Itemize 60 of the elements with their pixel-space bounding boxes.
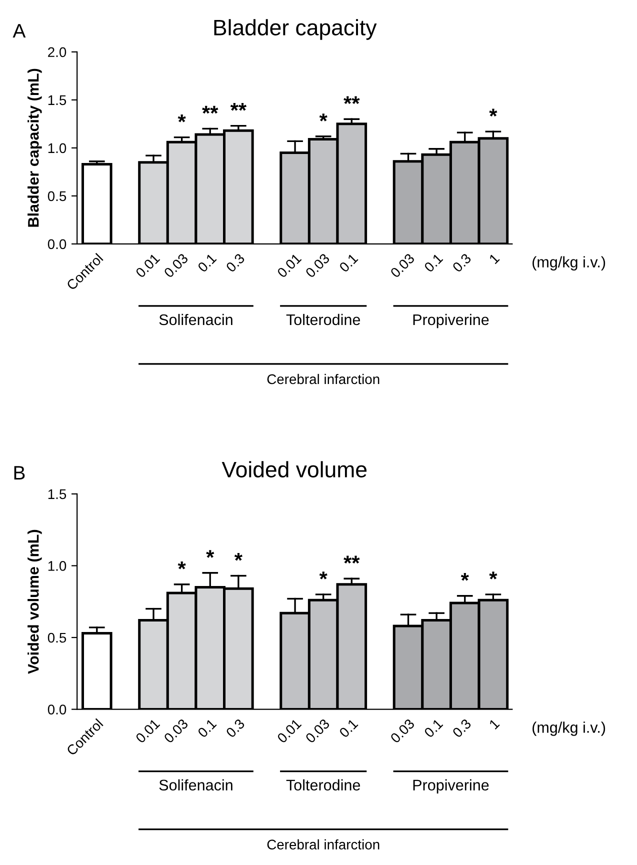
x-tick-label: 0.01	[276, 718, 302, 744]
data-label: *	[319, 572, 328, 580]
y-tick-label: 0.0	[48, 239, 66, 250]
y-tick-label: 2.0	[48, 47, 66, 58]
x-tick-label: 0.3	[452, 718, 472, 738]
text: Tolterodine	[286, 779, 360, 791]
y-tick-label: 1.0	[48, 561, 66, 571]
y-axis-title: Bladder capacity (mL)	[28, 68, 42, 227]
chart-title: Voided volume	[222, 461, 367, 478]
x-tick-label: 0.03	[390, 252, 416, 278]
data-label: *	[489, 572, 498, 580]
text: Cerebral infarction	[267, 839, 380, 850]
x-tick-label: 0.1	[338, 253, 358, 273]
data-label: *	[319, 114, 328, 122]
text: Propiverine	[413, 779, 489, 794]
text: Tolterodine	[286, 314, 360, 326]
x-tick-label: 0.1	[338, 718, 358, 738]
text: Cerebral infarction	[267, 374, 380, 384]
y-tick-label: 0.5	[48, 191, 66, 202]
text: Solifenacin	[159, 779, 232, 791]
x-tick-label: 0.03	[304, 252, 330, 278]
y-tick-label: 0.5	[48, 632, 66, 643]
text: (mg/kg i.v.)	[532, 256, 606, 270]
x-tick-label: 0.03	[163, 718, 189, 744]
x-tick-label: 0.1	[197, 253, 217, 273]
x-tick-label: 0.03	[163, 252, 189, 278]
x-tick-label: 0.03	[390, 718, 416, 744]
x-tick-label: 0.03	[304, 718, 330, 744]
text: (mg/kg i.v.)	[532, 722, 606, 736]
data-label: **	[344, 556, 360, 564]
x-tick-label: 0.3	[452, 252, 472, 273]
text: A	[12, 24, 26, 38]
y-tick-label: 1.5	[48, 489, 66, 500]
data-label: *	[460, 573, 469, 581]
x-tick-label: 0.01	[135, 718, 160, 744]
chart-title: Bladder capacity	[214, 19, 377, 40]
x-tick-label: 0.1	[424, 718, 444, 738]
data-label: *	[489, 108, 498, 117]
data-label: *	[206, 550, 214, 558]
x-tick-label: 1	[488, 253, 500, 264]
x-tick-label: 0.3	[225, 718, 246, 738]
data-label: *	[178, 562, 186, 570]
data-label: *	[178, 114, 186, 122]
y-axis-title: Voided volume (mL)	[28, 530, 42, 674]
y-tick-label: 0.0	[48, 704, 66, 714]
x-tick-label: 0.1	[424, 253, 444, 273]
data-label: **	[202, 106, 218, 114]
y-tick-label: 1.0	[48, 143, 66, 154]
data-label: **	[230, 103, 247, 111]
text: Propiverine	[413, 314, 489, 328]
y-tick-label: 1.5	[48, 95, 66, 106]
x-tick-label: 0.3	[225, 252, 246, 273]
x-tick-label: 1	[488, 718, 500, 730]
text: B	[14, 466, 25, 480]
x-tick-label: 0.1	[197, 718, 217, 738]
x-tick-label: 0.01	[276, 253, 302, 278]
text: Solifenacin	[159, 314, 232, 326]
x-tick-label: 0.01	[135, 253, 160, 278]
data-label: *	[234, 552, 242, 561]
data-label: **	[344, 96, 360, 104]
